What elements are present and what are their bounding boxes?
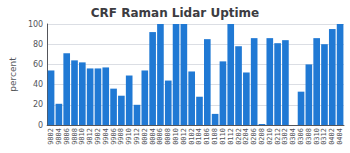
svg-text:0402: 0402 bbox=[328, 128, 336, 145]
svg-text:9910: 9910 bbox=[125, 128, 133, 145]
svg-text:0108: 0108 bbox=[211, 128, 219, 145]
svg-text:CRF Raman Lidar Uptime: CRF Raman Lidar Uptime bbox=[91, 6, 259, 20]
svg-text:0302: 0302 bbox=[281, 128, 289, 145]
svg-text:0404: 0404 bbox=[336, 128, 344, 145]
svg-text:0304: 0304 bbox=[289, 128, 297, 145]
svg-text:0: 0 bbox=[38, 121, 43, 130]
svg-text:0106: 0106 bbox=[203, 128, 211, 145]
svg-text:9806: 9806 bbox=[63, 128, 71, 145]
svg-text:9908: 9908 bbox=[117, 128, 125, 145]
svg-text:40: 40 bbox=[33, 80, 43, 89]
svg-text:percent: percent bbox=[8, 57, 18, 92]
svg-text:0208: 0208 bbox=[258, 128, 266, 145]
svg-text:9912: 9912 bbox=[133, 128, 141, 145]
svg-text:0004: 0004 bbox=[149, 128, 157, 145]
svg-text:0206: 0206 bbox=[250, 128, 258, 145]
svg-text:0306: 0306 bbox=[297, 128, 305, 145]
svg-text:80: 80 bbox=[33, 40, 43, 49]
svg-text:0010: 0010 bbox=[172, 128, 180, 145]
svg-text:0210: 0210 bbox=[266, 128, 274, 145]
svg-text:0104: 0104 bbox=[195, 128, 203, 145]
svg-text:0112: 0112 bbox=[227, 128, 235, 145]
svg-text:20: 20 bbox=[33, 100, 43, 109]
svg-text:0006: 0006 bbox=[156, 128, 164, 145]
svg-text:9804: 9804 bbox=[55, 128, 63, 145]
svg-text:9906: 9906 bbox=[110, 128, 118, 145]
svg-text:100: 100 bbox=[28, 20, 43, 29]
svg-text:0012: 0012 bbox=[180, 128, 188, 145]
svg-text:60: 60 bbox=[33, 60, 43, 69]
svg-text:9810: 9810 bbox=[78, 128, 86, 145]
svg-text:0202: 0202 bbox=[235, 128, 243, 145]
svg-text:0110: 0110 bbox=[219, 128, 227, 145]
svg-text:0002: 0002 bbox=[141, 128, 149, 145]
svg-text:9802: 9802 bbox=[47, 128, 55, 145]
svg-text:0102: 0102 bbox=[188, 128, 196, 145]
svg-text:9904: 9904 bbox=[102, 128, 110, 145]
svg-text:9808: 9808 bbox=[71, 128, 79, 145]
svg-text:0310: 0310 bbox=[313, 128, 321, 145]
svg-text:9902: 9902 bbox=[94, 128, 102, 145]
svg-text:0204: 0204 bbox=[242, 128, 250, 145]
svg-text:0308: 0308 bbox=[305, 128, 313, 145]
svg-text:0312: 0312 bbox=[320, 128, 328, 145]
svg-text:9812: 9812 bbox=[86, 128, 94, 145]
svg-text:0008: 0008 bbox=[164, 128, 172, 145]
svg-text:0212: 0212 bbox=[274, 128, 282, 145]
